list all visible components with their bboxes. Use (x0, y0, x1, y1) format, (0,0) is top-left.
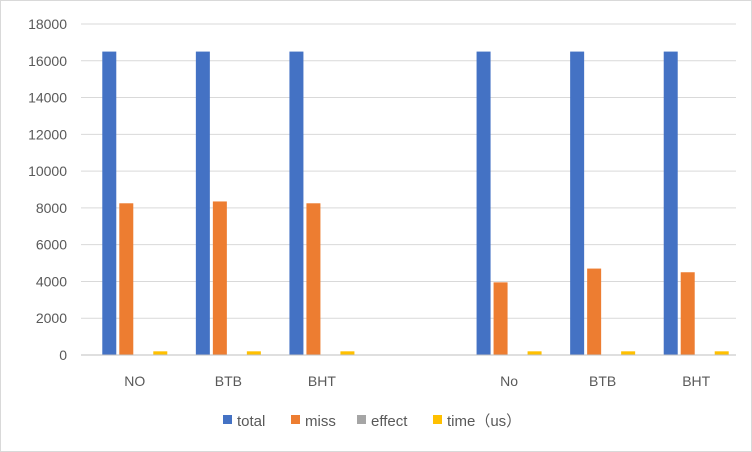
x-category-label: BTB (215, 373, 242, 389)
y-axis-ticks: 0 2000 4000 6000 8000 10000 12000 14000 16000 180… (28, 16, 67, 363)
bar-miss (212, 201, 227, 355)
bar-timeus (621, 351, 636, 355)
y-tick-label: 16000 (28, 53, 67, 69)
x-category-label: BTB (589, 373, 616, 389)
bar-total (663, 51, 678, 355)
legend-label: total (237, 413, 265, 430)
bar-miss (587, 268, 602, 355)
bar-total (195, 51, 210, 355)
bar-miss (306, 203, 321, 355)
x-category-label: NO (124, 373, 145, 389)
y-tick-label: 4000 (36, 273, 67, 289)
bar-total (289, 51, 304, 355)
legend-label: effect (371, 413, 408, 430)
y-tick-label: 0 (59, 347, 67, 363)
y-tick-label: 14000 (28, 90, 67, 106)
x-category-label: BHT (308, 373, 336, 389)
legend-label: time（us） (447, 413, 521, 430)
bar-total (476, 51, 491, 355)
bar-timeus (246, 351, 261, 355)
y-tick-label: 6000 (36, 237, 67, 253)
bar-timeus (340, 351, 355, 355)
y-tick-label: 8000 (36, 200, 67, 216)
y-tick-label: 10000 (28, 163, 67, 179)
bar-miss (680, 272, 695, 355)
x-category-label: No (500, 373, 518, 389)
legend-swatch (291, 415, 300, 424)
bar-timeus (714, 351, 729, 355)
bar-miss (493, 282, 508, 355)
bar-total (102, 51, 117, 355)
bar-miss (119, 203, 134, 355)
bar-total (570, 51, 585, 355)
bar-timeus (153, 351, 168, 355)
x-axis-categories: NO BTB BHT No BTB BHT (124, 373, 710, 389)
legend-swatch (357, 415, 366, 424)
x-category-label: BHT (682, 373, 710, 389)
y-tick-label: 12000 (28, 126, 67, 142)
legend-swatch (433, 415, 442, 424)
legend-swatch (223, 415, 232, 424)
legend: total miss effect time（us） (223, 413, 521, 430)
bar-timeus (527, 351, 542, 355)
y-tick-label: 18000 (28, 16, 67, 32)
grid-lines (81, 23, 736, 319)
y-tick-label: 2000 (36, 310, 67, 326)
bars (102, 51, 729, 355)
legend-label: miss (305, 413, 336, 430)
